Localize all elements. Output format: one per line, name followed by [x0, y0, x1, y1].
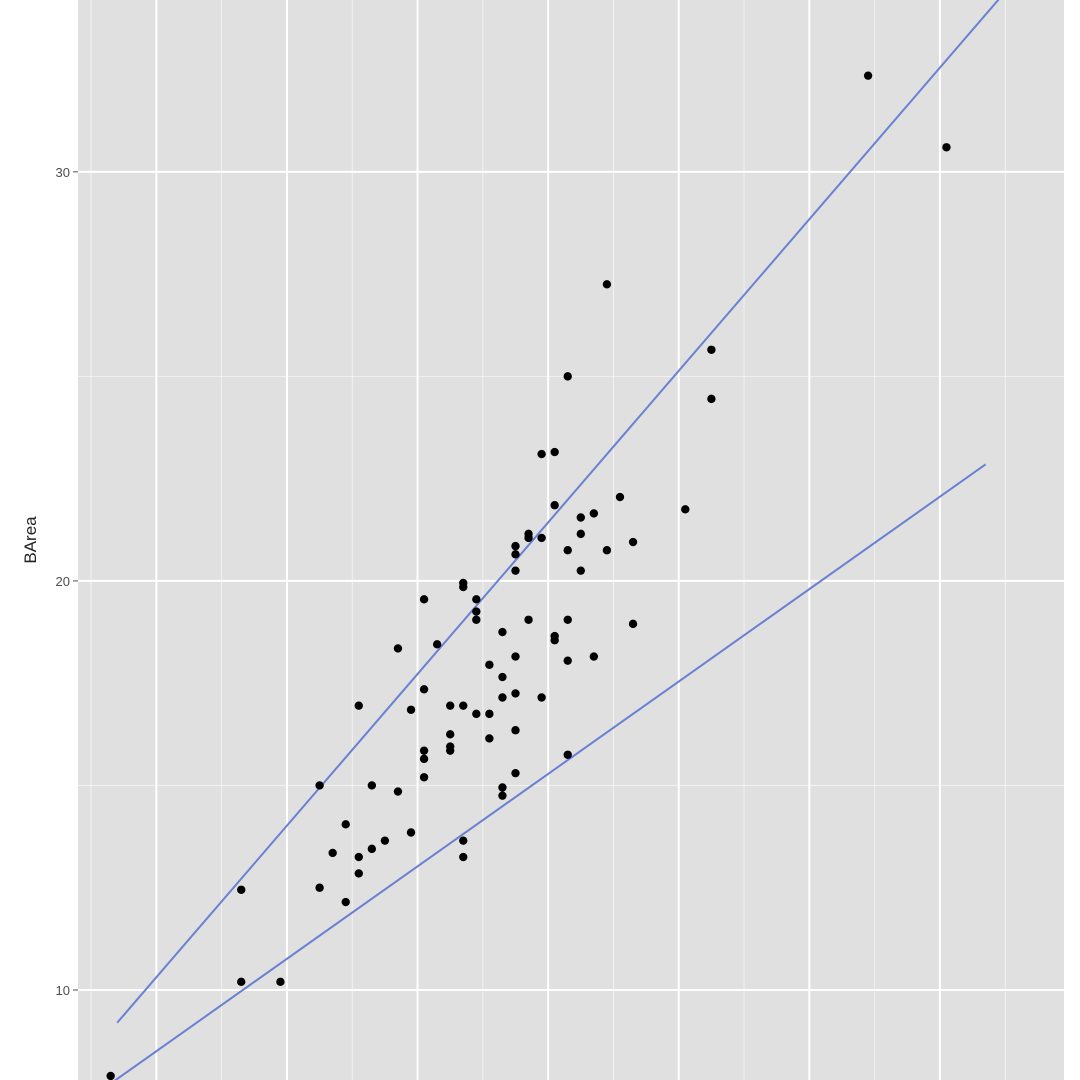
- data-point: [472, 615, 481, 624]
- data-point: [367, 844, 377, 854]
- data-point: [537, 533, 546, 543]
- data-point: [563, 750, 572, 759]
- data-point: [511, 652, 520, 661]
- data-point: [445, 730, 455, 739]
- data-point: [511, 726, 520, 735]
- data-point: [419, 754, 429, 764]
- data-point: [237, 885, 246, 894]
- data-point: [602, 280, 612, 289]
- data-point: [485, 660, 494, 669]
- data-point: [367, 781, 377, 790]
- data-point: [511, 768, 520, 778]
- data-point: [485, 709, 494, 719]
- data-points: [106, 71, 951, 1080]
- grid-lines: [78, 0, 1064, 1080]
- data-point: [406, 705, 416, 714]
- y-tick-label: 30: [56, 165, 70, 180]
- y-axis-title: BArea: [21, 516, 40, 564]
- data-point: [445, 746, 455, 755]
- data-point: [106, 1071, 115, 1080]
- data-point: [315, 883, 324, 892]
- y-axis-ticks: 10 20 30: [56, 165, 78, 998]
- data-point: [589, 509, 599, 518]
- data-point: [459, 701, 468, 710]
- data-point: [942, 143, 951, 152]
- data-point: [576, 529, 585, 539]
- data-point: [681, 505, 690, 514]
- data-point: [354, 701, 363, 710]
- data-point: [445, 701, 455, 710]
- data-point: [419, 773, 429, 782]
- data-point: [237, 977, 246, 987]
- lower-bound-line: [113, 463, 987, 1080]
- data-point: [315, 781, 324, 790]
- data-point: [472, 709, 481, 719]
- data-point: [341, 897, 350, 907]
- data-point: [354, 869, 363, 878]
- data-point: [393, 644, 403, 653]
- data-point: [472, 607, 481, 616]
- data-point: [563, 546, 572, 555]
- data-point: [498, 783, 507, 792]
- data-point: [511, 541, 520, 551]
- data-point: [354, 852, 363, 862]
- data-point: [432, 640, 442, 649]
- data-point: [511, 689, 520, 698]
- data-point: [563, 372, 572, 381]
- data-point: [341, 820, 350, 829]
- data-point: [615, 492, 625, 502]
- data-point: [511, 550, 520, 559]
- data-point: [419, 595, 429, 604]
- data-point: [628, 537, 638, 547]
- data-point: [563, 615, 572, 624]
- data-point: [498, 693, 507, 702]
- data-point: [550, 501, 559, 510]
- plot-panel: [78, 0, 1064, 1080]
- data-point: [393, 787, 403, 796]
- data-point: [563, 656, 572, 665]
- data-point: [537, 693, 546, 702]
- data-point: [328, 848, 337, 858]
- data-point: [707, 345, 716, 354]
- data-point: [406, 828, 416, 837]
- data-point: [863, 71, 873, 80]
- data-point: [276, 977, 285, 987]
- data-point: [498, 791, 507, 800]
- data-point: [511, 566, 520, 575]
- upper-bound-line: [116, 0, 1000, 1024]
- data-point: [485, 734, 494, 743]
- reference-lines: [113, 0, 1000, 1080]
- data-point: [459, 582, 468, 592]
- data-point: [524, 533, 533, 543]
- y-tick-label: 20: [56, 574, 70, 589]
- data-point: [419, 685, 429, 694]
- data-point: [707, 394, 716, 404]
- data-point: [537, 449, 546, 459]
- y-tick-label: 10: [56, 983, 70, 998]
- data-point: [459, 852, 468, 862]
- data-point: [589, 652, 599, 661]
- data-point: [459, 836, 468, 845]
- data-point: [498, 627, 507, 637]
- data-point: [472, 595, 481, 604]
- data-point: [602, 546, 612, 555]
- data-point: [576, 566, 585, 575]
- data-point: [419, 746, 429, 755]
- data-point: [498, 672, 507, 682]
- data-point: [628, 619, 638, 629]
- data-point: [576, 513, 585, 522]
- data-point: [550, 636, 559, 645]
- data-point: [550, 447, 559, 457]
- data-point: [380, 836, 390, 845]
- data-point: [524, 615, 533, 624]
